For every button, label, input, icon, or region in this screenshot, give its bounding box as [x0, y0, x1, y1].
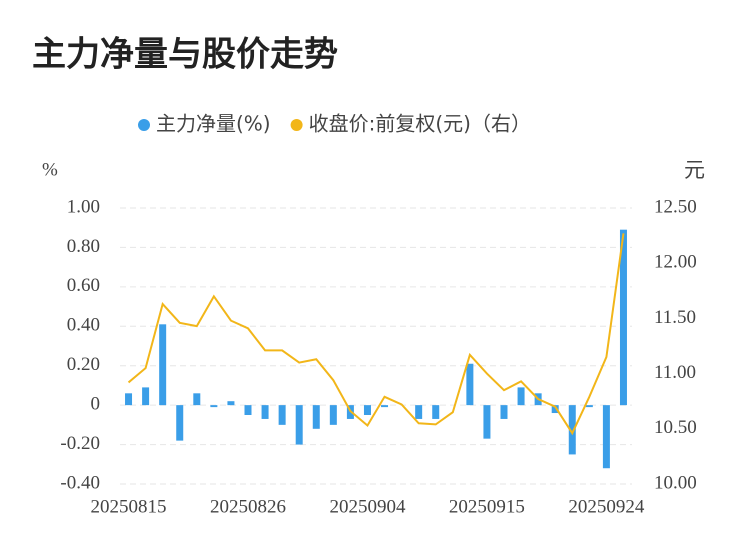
bar [278, 405, 286, 425]
bar [500, 405, 508, 419]
y-tick-label: 0.20 [67, 354, 100, 375]
legend-marker [290, 119, 303, 131]
chart-title: 主力净量与股价走势 [32, 35, 338, 75]
x-tick-label: 20250826 [210, 496, 286, 517]
y-tick-label: 0 [91, 394, 101, 415]
y-tick-label: -0.20 [60, 433, 100, 454]
bar [210, 405, 218, 408]
bar [619, 229, 627, 406]
bar [295, 405, 303, 445]
bar [159, 324, 167, 406]
bar [517, 387, 525, 406]
y-tick-label: 0.40 [67, 315, 100, 336]
bar [176, 405, 184, 441]
x-tick-label: 20250924 [568, 496, 645, 517]
bar [466, 363, 474, 406]
x-tick-label: 20250915 [449, 496, 525, 517]
bar [227, 401, 235, 406]
y-tick-label: -0.40 [60, 472, 100, 493]
y2-tick-label: 12.50 [654, 196, 697, 217]
legend-label: 收盘价:前复权(元)（右） [309, 112, 531, 136]
legend-label: 主力净量(%) [156, 112, 271, 136]
bar [585, 405, 593, 408]
y-tick-label: 0.80 [67, 236, 100, 257]
bar [329, 405, 337, 425]
bar [381, 405, 389, 408]
bar [551, 405, 559, 414]
y2-tick-label: 11.00 [654, 362, 696, 383]
bar [363, 405, 371, 415]
price-line [127, 233, 625, 436]
bar [193, 393, 201, 406]
y-axis-label: % [42, 159, 58, 180]
y2-axis-label: 元 [684, 158, 705, 182]
bar [415, 405, 423, 419]
y2-tick-label: 11.50 [654, 307, 696, 328]
y-tick-label: 0.60 [67, 275, 100, 296]
bar [312, 405, 320, 429]
legend-marker [138, 119, 150, 131]
bar [483, 405, 491, 439]
bar [602, 405, 610, 469]
bar [125, 393, 133, 406]
bar [261, 405, 269, 419]
x-tick-label: 20250815 [91, 496, 167, 517]
y2-tick-label: 10.50 [654, 417, 697, 438]
bar [432, 405, 440, 419]
y2-tick-label: 10.00 [654, 472, 697, 493]
bar [244, 405, 252, 415]
y-tick-label: 1.00 [67, 196, 100, 217]
bar [568, 405, 576, 455]
x-tick-label: 20250904 [329, 496, 406, 517]
bar [142, 387, 150, 406]
y2-tick-label: 12.00 [654, 252, 697, 273]
